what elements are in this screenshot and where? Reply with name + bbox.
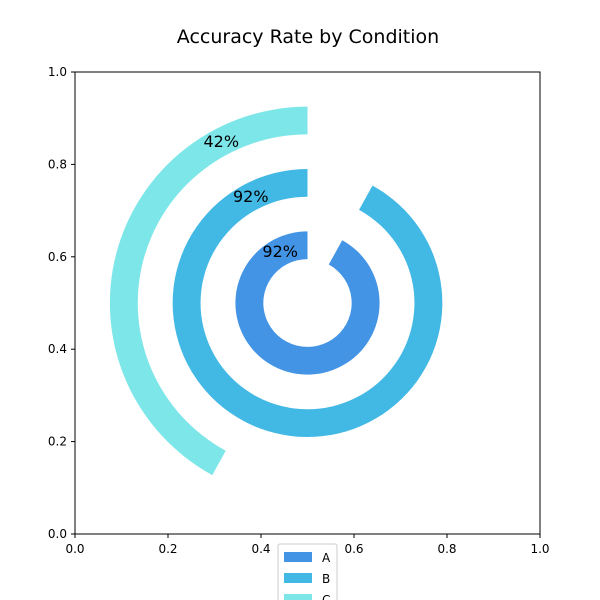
plot-frame — [74, 71, 541, 535]
y-tick-label: 0.8 — [48, 157, 67, 171]
x-axis: 0.0 0.2 0.4 0.6 0.8 1.0 — [65, 534, 550, 556]
y-tick-label: 0.2 — [48, 435, 67, 449]
legend-swatch-B — [284, 573, 312, 583]
y-tick-label: 0.6 — [48, 250, 67, 264]
bar-C — [109, 106, 308, 476]
data-label-A: 92% — [262, 242, 298, 261]
legend-label-B: B — [322, 572, 330, 586]
bar-B — [172, 169, 443, 437]
x-tick-label: 0.0 — [65, 542, 84, 556]
data-label-C: 42% — [203, 132, 239, 151]
data-labels-layer: 92% 92% 42% — [203, 132, 298, 261]
legend: ABC — [277, 543, 338, 600]
bar-A — [235, 231, 380, 375]
x-tick-label: 1.0 — [530, 542, 549, 556]
chart-title: Accuracy Rate by Condition — [177, 26, 439, 48]
x-tick-label: 0.2 — [158, 542, 177, 556]
legend-label-A: A — [322, 551, 331, 565]
y-axis: 0.0 0.2 0.4 0.6 0.8 1.0 — [48, 65, 75, 541]
legend-swatch-C — [284, 594, 312, 600]
x-tick-label: 0.6 — [344, 542, 363, 556]
x-tick-label: 0.4 — [251, 542, 270, 556]
y-tick-label: 0.4 — [48, 342, 67, 356]
bars-layer — [109, 106, 443, 476]
legend-swatch-A — [284, 552, 312, 562]
y-tick-label: 0.0 — [48, 527, 67, 541]
y-tick-label: 1.0 — [48, 65, 67, 79]
data-label-B: 92% — [233, 187, 269, 206]
legend-label-C: C — [322, 593, 330, 600]
x-tick-label: 0.8 — [437, 542, 456, 556]
